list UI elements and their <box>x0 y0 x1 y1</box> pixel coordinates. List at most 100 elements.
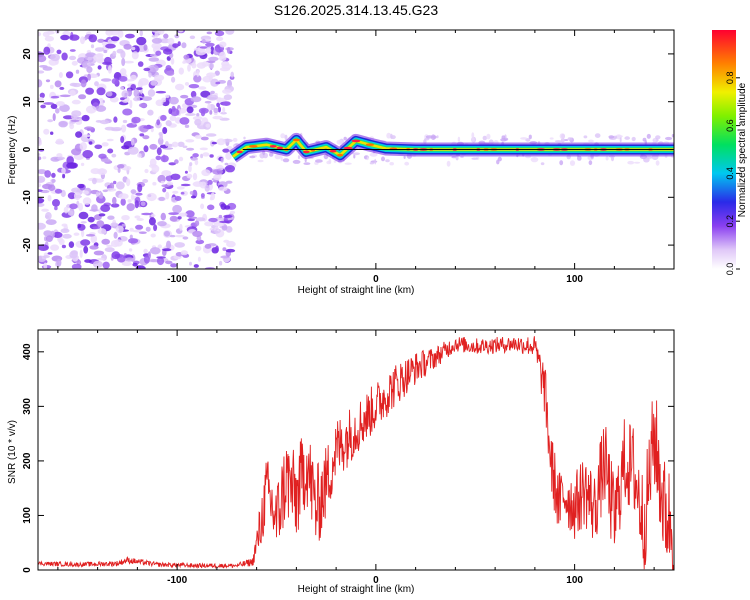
noise-blob <box>92 177 97 185</box>
ridge-peak <box>269 145 277 148</box>
noise-blob <box>131 138 135 146</box>
noise-blob <box>199 147 208 151</box>
noise-blob <box>219 51 226 60</box>
noise-blob <box>124 33 135 39</box>
halo-blob <box>608 135 615 139</box>
noise-blob <box>40 104 46 109</box>
noise-blob <box>57 156 65 160</box>
noise-blob <box>165 260 173 265</box>
colorbar-tick-label: 0.4 <box>725 167 735 180</box>
noise-blob <box>190 90 197 98</box>
noise-blob <box>86 66 93 73</box>
noise-blob <box>38 153 41 156</box>
noise-blob <box>172 190 179 194</box>
noise-blob <box>189 216 198 219</box>
noise-blob <box>154 74 165 82</box>
noise-blob <box>89 209 100 212</box>
noise-blob <box>200 90 211 98</box>
noise-blob <box>50 131 54 135</box>
noise-blob <box>181 42 187 49</box>
noise-blob <box>128 248 133 252</box>
noise-blob <box>93 250 105 256</box>
noise-blob <box>149 158 157 167</box>
noise-blob <box>166 240 171 249</box>
noise-blob <box>222 148 230 153</box>
noise-blob <box>214 70 220 76</box>
halo-blob <box>588 139 594 143</box>
noise-blob <box>137 183 143 193</box>
noise-blob <box>168 108 173 115</box>
noise-blob <box>165 120 172 127</box>
noise-blob <box>121 215 130 221</box>
halo-blob <box>559 160 564 166</box>
noise-blob <box>206 72 217 78</box>
halo-blob <box>567 137 573 141</box>
noise-blob <box>138 103 148 108</box>
x-tick-label: -100 <box>167 274 187 285</box>
ridge-peak <box>276 146 284 150</box>
noise-blob <box>162 187 167 193</box>
noise-blob <box>216 138 226 146</box>
noise-blob <box>180 183 191 187</box>
noise-blob <box>183 54 190 60</box>
ridge-yellow <box>232 138 674 158</box>
halo-blob <box>646 133 651 139</box>
noise-blob <box>216 97 227 103</box>
noise-blob <box>43 230 53 237</box>
noise-blob <box>88 34 98 43</box>
halo-blob <box>583 135 588 139</box>
noise-blob <box>178 212 188 217</box>
noise-blob <box>96 220 105 228</box>
ridge-peak <box>329 149 337 153</box>
noise-blob <box>174 196 182 201</box>
halo-blob <box>500 138 507 142</box>
noise-blob <box>101 238 110 245</box>
noise-blob <box>212 115 223 120</box>
noise-blob <box>81 229 85 238</box>
noise-blob <box>71 114 78 120</box>
noise-blob <box>132 262 138 267</box>
noise-blob <box>44 170 52 178</box>
noise-blob <box>200 153 204 159</box>
noise-blob <box>139 133 145 137</box>
noise-blob <box>184 170 188 174</box>
noise-blob <box>163 48 173 55</box>
noise-blob <box>157 174 166 183</box>
noise-blob <box>218 214 223 219</box>
noise-blob <box>223 239 230 243</box>
noise-blob <box>79 142 88 151</box>
noise-blob <box>223 94 233 101</box>
noise-blob <box>126 203 135 212</box>
noise-blob <box>188 164 192 173</box>
noise-blob <box>210 46 215 55</box>
noise-blob <box>216 36 224 42</box>
noise-blob <box>226 47 231 54</box>
y-tick-label: 0 <box>22 146 33 152</box>
noise-blob <box>197 256 201 262</box>
noise-blob <box>192 116 203 121</box>
noise-blob <box>225 248 236 253</box>
noise-blob <box>202 75 212 83</box>
halo-blob <box>564 139 569 141</box>
halo-blob <box>333 160 337 163</box>
noise-blob <box>177 141 185 147</box>
halo-blob <box>303 162 311 166</box>
halo-blob <box>540 162 545 166</box>
noise-blob <box>54 188 63 194</box>
noise-blob <box>141 152 145 158</box>
noise-blob <box>157 244 162 249</box>
noise-blob <box>165 191 170 200</box>
noise-blob <box>156 256 166 259</box>
noise-blob <box>222 107 226 113</box>
noise-blob <box>71 99 81 105</box>
noise-blob <box>122 108 133 116</box>
noise-blob <box>43 51 50 55</box>
halo-blob <box>366 156 369 161</box>
noise-blob <box>50 95 60 99</box>
noise-blob <box>95 191 100 197</box>
noise-blob <box>120 97 125 101</box>
noise-blob <box>130 189 137 195</box>
halo-blob <box>315 159 323 163</box>
